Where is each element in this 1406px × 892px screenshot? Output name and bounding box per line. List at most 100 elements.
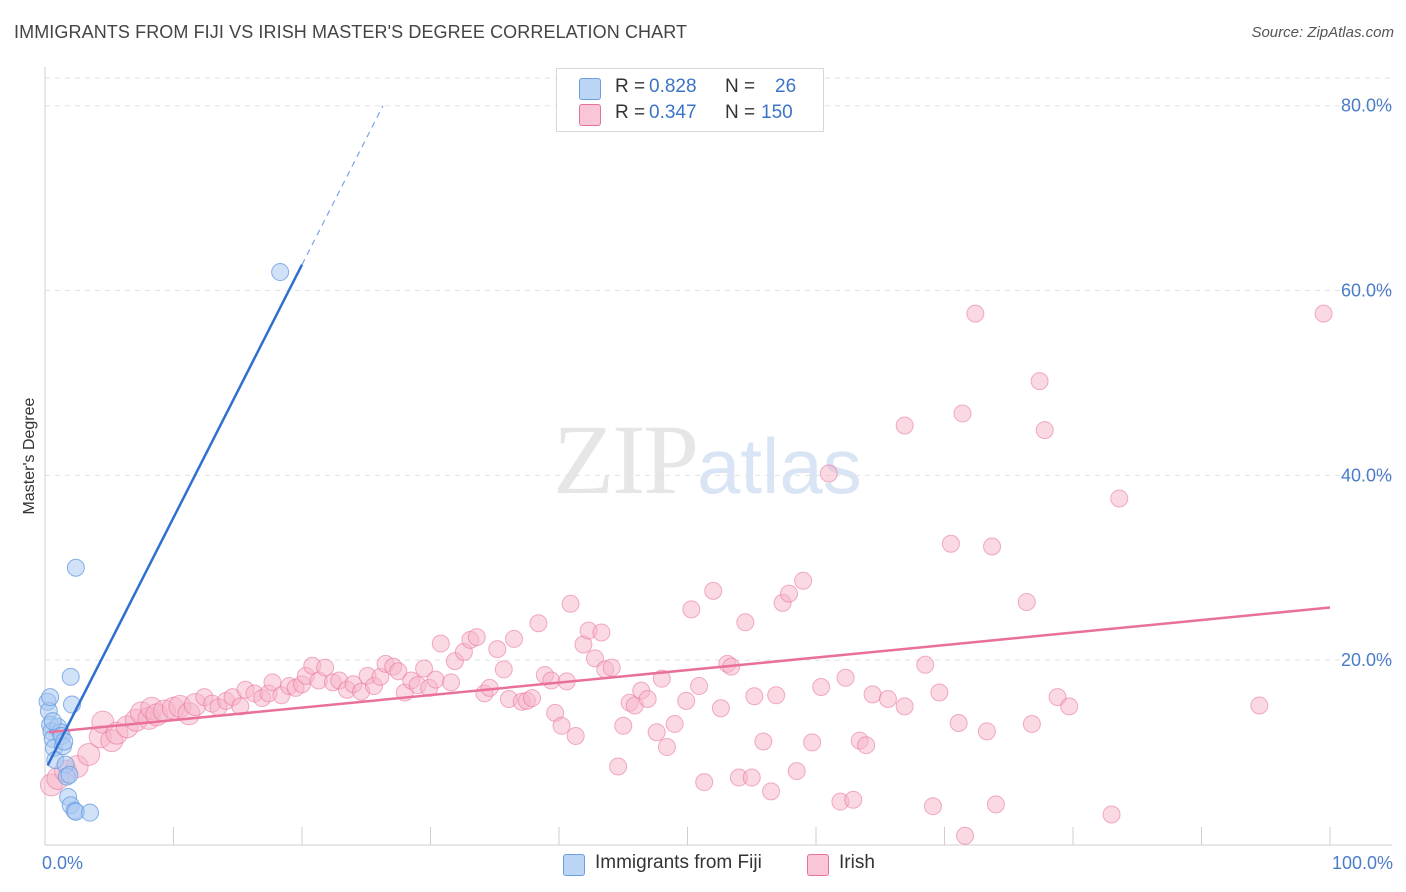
irish-point: [1060, 697, 1079, 716]
irish-point: [561, 594, 580, 613]
irish-point: [467, 628, 486, 647]
irish-point: [638, 689, 657, 708]
irish-point: [812, 677, 831, 696]
irish-point: [857, 736, 876, 755]
irish-point: [566, 726, 585, 745]
irish-point: [542, 671, 561, 690]
irish-point: [657, 738, 676, 757]
irish-point: [986, 795, 1005, 814]
legend-n-value: 26: [775, 76, 797, 97]
irish-point: [953, 404, 972, 423]
irish-point: [916, 655, 935, 674]
irish-point: [742, 768, 761, 787]
irish-point: [609, 757, 628, 776]
irish-point: [923, 797, 942, 816]
fiji-point: [43, 712, 62, 731]
irish-point: [704, 581, 723, 600]
legend-n-value: 150: [761, 102, 793, 123]
irish-point: [592, 623, 611, 642]
irish-point: [552, 716, 571, 735]
legend-label-irish: Irish: [839, 852, 875, 873]
watermark: ZIPatlas: [553, 402, 862, 517]
irish-point: [754, 732, 773, 751]
watermark-atlas: atlas: [697, 422, 862, 510]
series-fiji: [38, 263, 290, 822]
fiji-trend-line: [46, 264, 304, 767]
legend-r-label: R =: [615, 76, 646, 97]
fiji-point: [61, 667, 80, 686]
legend-n-label: N =: [725, 102, 756, 123]
irish-point: [930, 683, 949, 702]
trend-lines: [46, 105, 1331, 767]
fiji-point: [80, 803, 99, 822]
legend-swatch-fiji: [563, 854, 585, 876]
irish-point: [1022, 714, 1041, 733]
irish-point: [665, 714, 684, 733]
irish-point: [819, 464, 838, 483]
irish-point: [711, 699, 730, 718]
legend-r-value: 0.828: [649, 76, 697, 97]
chart-title: IMMIGRANTS FROM FIJI VS IRISH MASTER'S D…: [14, 22, 688, 42]
y-tick-label: 40.0%: [1341, 465, 1392, 485]
watermark-zip: ZIP: [553, 404, 699, 515]
irish-point: [983, 537, 1002, 556]
irish-point: [1250, 696, 1269, 715]
legend-r-value: 0.347: [649, 102, 697, 123]
irish-point: [956, 826, 975, 845]
irish-point: [647, 723, 666, 742]
irish-point: [767, 686, 786, 705]
irish-point: [787, 762, 806, 781]
legend-swatch-fiji: [579, 78, 601, 100]
irish-point: [1110, 489, 1129, 508]
irish-point: [431, 634, 450, 653]
y-axis-title: Master's Degree: [21, 397, 38, 514]
irish-point: [442, 673, 461, 692]
legend-swatch-irish: [579, 104, 601, 126]
irish-point: [1102, 805, 1121, 824]
x-tick-label: 100.0%: [1332, 853, 1393, 873]
series-legend: Immigrants from Fiji Irish: [0, 852, 1406, 878]
irish-point: [1017, 592, 1036, 611]
irish-point: [602, 658, 621, 677]
irish-point: [803, 733, 822, 752]
axes: [44, 67, 1392, 846]
irish-point: [505, 629, 524, 648]
irish-point: [231, 697, 250, 716]
fiji-point: [60, 765, 79, 784]
irish-point: [695, 773, 714, 792]
correlation-legend: R = 0.828 N = 26 R = 0.347 N = 150: [556, 68, 824, 132]
irish-point: [844, 790, 863, 809]
irish-point: [523, 689, 542, 708]
irish-point: [878, 689, 897, 708]
legend-n-label: N =: [725, 76, 756, 97]
fiji-point: [41, 688, 60, 707]
irish-point: [836, 668, 855, 687]
irish-point: [895, 416, 914, 435]
irish-point: [488, 640, 507, 659]
y-tick-label: 60.0%: [1341, 281, 1392, 301]
irish-point: [863, 685, 882, 704]
irish-point: [1314, 304, 1333, 323]
grid: [45, 77, 1392, 661]
fiji-point: [66, 558, 85, 577]
irish-point: [736, 613, 755, 632]
irish-point: [316, 658, 335, 677]
x-tick-label: 0.0%: [42, 853, 83, 873]
irish-point: [494, 660, 513, 679]
y-tick-label: 80.0%: [1341, 96, 1392, 116]
irish-point: [77, 742, 101, 766]
irish-point: [966, 304, 985, 323]
irish-point: [690, 677, 709, 696]
legend-r-label: R =: [615, 102, 646, 123]
chart-source: Source: ZipAtlas.com: [1251, 24, 1394, 41]
irish-point: [585, 649, 604, 668]
irish-point: [426, 670, 445, 689]
irish-point: [949, 714, 968, 733]
irish-point: [529, 614, 548, 633]
irish-point: [677, 691, 696, 710]
irish-point: [1030, 372, 1049, 391]
irish-point: [614, 716, 633, 735]
irish-point: [389, 662, 408, 681]
legend-swatch-irish: [807, 854, 829, 876]
